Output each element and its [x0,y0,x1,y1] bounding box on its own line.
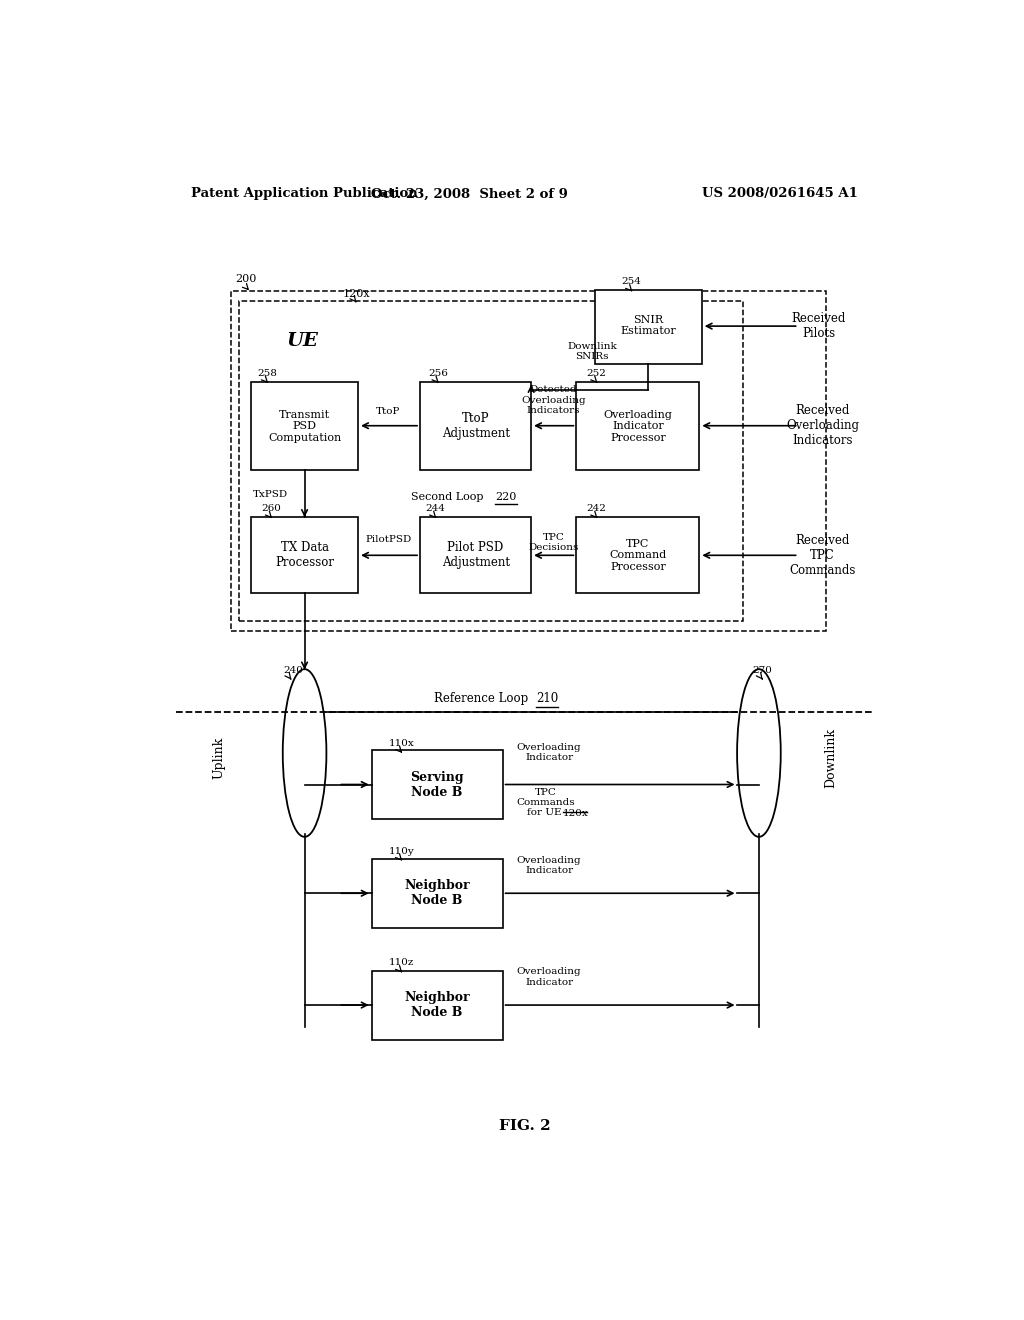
Text: 244: 244 [426,504,445,513]
Text: 260: 260 [261,504,282,513]
FancyBboxPatch shape [251,381,358,470]
Text: Received
Pilots: Received Pilots [792,312,846,341]
Text: Overloading
Indicator: Overloading Indicator [517,743,582,762]
Text: Received
TPC
Commands: Received TPC Commands [790,533,856,577]
Text: Received
Overloading
Indicators: Received Overloading Indicators [785,404,859,447]
FancyBboxPatch shape [577,381,699,470]
Text: 256: 256 [428,370,447,378]
Text: 258: 258 [257,370,278,378]
Text: Detected
Overloading
Indicators: Detected Overloading Indicators [521,385,586,416]
FancyBboxPatch shape [372,750,503,818]
Ellipse shape [737,669,780,837]
Text: SNIR
Estimator: SNIR Estimator [621,314,676,337]
Ellipse shape [283,669,327,837]
Text: 254: 254 [622,277,641,286]
FancyBboxPatch shape [251,517,358,594]
FancyBboxPatch shape [595,289,701,364]
Text: 110z: 110z [388,958,414,968]
Text: PilotPSD: PilotPSD [366,535,412,544]
Text: Serving
Node B: Serving Node B [411,771,464,799]
FancyBboxPatch shape [420,381,531,470]
Text: 110x: 110x [388,739,414,748]
Text: Downlink
SNIRs: Downlink SNIRs [567,342,617,362]
Text: TxPSD: TxPSD [253,490,288,499]
Text: Overloading
Indicator: Overloading Indicator [517,855,582,875]
Text: 200: 200 [236,275,256,284]
Text: UE: UE [287,333,318,350]
FancyBboxPatch shape [372,859,503,928]
Text: TtoP: TtoP [376,407,400,416]
Text: TPC
Command
Processor: TPC Command Processor [609,539,667,572]
Text: 120x: 120x [563,809,589,818]
Text: 242: 242 [587,504,606,513]
FancyBboxPatch shape [420,517,531,594]
Text: 110y: 110y [388,846,414,855]
FancyBboxPatch shape [372,970,503,1040]
Text: 240: 240 [284,665,303,675]
Text: 120x: 120x [342,289,370,298]
Text: Neighbor
Node B: Neighbor Node B [404,879,470,907]
Text: Neighbor
Node B: Neighbor Node B [404,991,470,1019]
Text: Overloading
Indicator
Processor: Overloading Indicator Processor [603,409,673,442]
Text: TPC
Commands
for UE: TPC Commands for UE [517,788,575,817]
Text: TtoP
Adjustment: TtoP Adjustment [441,412,510,441]
Text: Pilot PSD
Adjustment: Pilot PSD Adjustment [441,541,510,569]
FancyBboxPatch shape [577,517,699,594]
Text: 210: 210 [536,692,558,705]
Text: FIG. 2: FIG. 2 [499,1119,551,1133]
Text: Oct. 23, 2008  Sheet 2 of 9: Oct. 23, 2008 Sheet 2 of 9 [371,187,567,201]
Text: Downlink: Downlink [824,729,837,788]
Text: US 2008/0261645 A1: US 2008/0261645 A1 [702,187,858,201]
Text: Second Loop: Second Loop [412,492,487,502]
Text: Overloading
Indicator: Overloading Indicator [517,968,582,987]
Text: Transmit
PSD
Computation: Transmit PSD Computation [268,409,341,442]
Text: Reference Loop: Reference Loop [433,692,531,705]
Text: Uplink: Uplink [213,737,225,779]
Text: TX Data
Processor: TX Data Processor [275,541,334,569]
Text: 270: 270 [753,665,772,675]
Text: 220: 220 [496,492,517,502]
Text: Patent Application Publication: Patent Application Publication [191,187,418,201]
Text: TPC
Decisions: TPC Decisions [528,533,579,552]
Text: 252: 252 [587,370,606,378]
